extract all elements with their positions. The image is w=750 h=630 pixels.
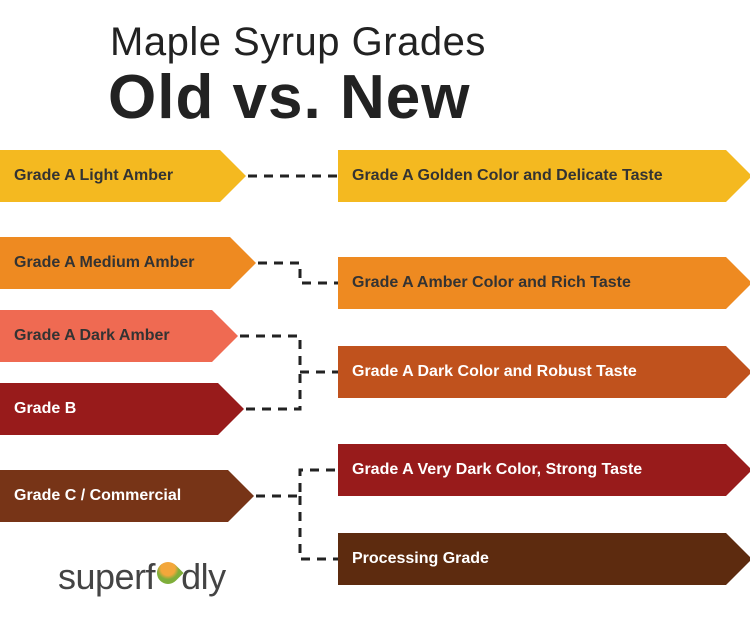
right-grade-box: Grade A Dark Color and Robust Taste [338, 346, 750, 398]
grade-label: Grade C / Commercial [0, 470, 228, 522]
arrow-tip [726, 444, 750, 496]
arrow-tip [726, 257, 750, 309]
grade-label: Grade A Medium Amber [0, 237, 230, 289]
arrow-tip [212, 310, 238, 362]
right-grade-box: Grade A Golden Color and Delicate Taste [338, 150, 750, 202]
left-grade-box: Grade B [0, 383, 244, 435]
connector-path [240, 336, 338, 372]
arrow-tip [220, 150, 246, 202]
leaf-icon [153, 557, 184, 588]
infographic-canvas: Maple Syrup Grades Old vs. New Grade A L… [0, 0, 750, 630]
arrow-tip [726, 533, 750, 585]
connector-path [246, 372, 300, 409]
title-line-1: Maple Syrup Grades [110, 20, 486, 65]
grade-label: Grade A Dark Amber [0, 310, 212, 362]
grade-label: Grade A Very Dark Color, Strong Taste [338, 444, 726, 496]
logo-text-part1: superf [58, 556, 155, 598]
arrow-tip [726, 346, 750, 398]
arrow-tip [218, 383, 244, 435]
connector-path [256, 470, 338, 496]
grade-label: Grade A Dark Color and Robust Taste [338, 346, 726, 398]
grade-label: Grade A Amber Color and Rich Taste [338, 257, 726, 309]
grade-label: Grade B [0, 383, 218, 435]
brand-logo: superf dly [58, 556, 226, 598]
arrow-tip [228, 470, 254, 522]
arrow-tip [230, 237, 256, 289]
arrow-tip [726, 150, 750, 202]
left-grade-box: Grade A Light Amber [0, 150, 246, 202]
right-grade-box: Grade A Very Dark Color, Strong Taste [338, 444, 750, 496]
right-grade-box: Grade A Amber Color and Rich Taste [338, 257, 750, 309]
grade-label: Processing Grade [338, 533, 726, 585]
right-grade-box: Processing Grade [338, 533, 750, 585]
title-line-2: Old vs. New [108, 62, 470, 133]
logo-text-part2: dly [181, 556, 226, 598]
left-grade-box: Grade A Dark Amber [0, 310, 238, 362]
grade-label: Grade A Light Amber [0, 150, 220, 202]
connector-path [300, 496, 338, 559]
left-grade-box: Grade A Medium Amber [0, 237, 256, 289]
left-grade-box: Grade C / Commercial [0, 470, 254, 522]
connector-path [258, 263, 338, 283]
grade-label: Grade A Golden Color and Delicate Taste [338, 150, 726, 202]
